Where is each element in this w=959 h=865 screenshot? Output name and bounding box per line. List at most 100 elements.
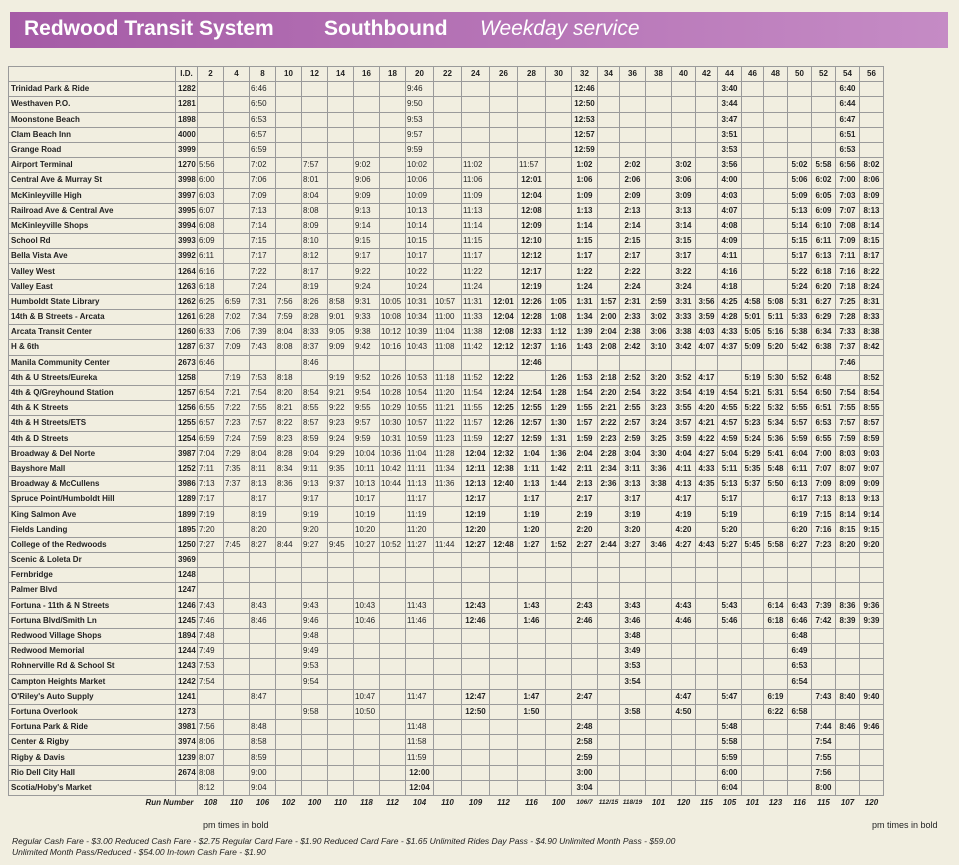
time-cell	[197, 141, 224, 159]
time-cell	[619, 734, 646, 751]
time-cell: 4:25	[717, 293, 742, 311]
time-cell	[645, 582, 672, 599]
time-cell: 11:13	[405, 476, 434, 493]
time-cell: 12:59	[517, 430, 546, 447]
time-cell: 8:39	[835, 612, 860, 629]
time-cell: 6:25	[197, 293, 224, 311]
header-column: 14	[327, 65, 354, 83]
time-cell	[379, 703, 406, 721]
header-column: 44	[717, 65, 742, 83]
time-cell: 8:59	[301, 430, 328, 447]
time-cell	[489, 551, 518, 569]
time-cell: 2:42	[619, 339, 646, 356]
time-cell	[545, 734, 572, 751]
time-cell	[405, 658, 434, 675]
time-cell	[645, 703, 672, 721]
stop-name: Broadway & Del Norte	[8, 445, 176, 462]
time-cell	[763, 354, 788, 371]
stop-name: Bella Vista Ave	[8, 248, 176, 265]
time-cell	[695, 248, 718, 265]
run-number: 110	[334, 798, 347, 808]
time-cell	[671, 551, 696, 569]
time-cell: 12:38	[489, 460, 518, 478]
header-column: 38	[645, 65, 672, 83]
time-cell	[327, 263, 354, 280]
stop-name: 4th & H Streets/ETS	[8, 415, 176, 432]
time-cell: 6:38	[811, 339, 836, 356]
time-cell: 9:57	[405, 126, 434, 143]
time-cell	[249, 643, 276, 660]
time-cell: 5:47	[717, 688, 742, 705]
time-cell	[301, 96, 328, 113]
time-cell: 4:21	[695, 415, 718, 432]
time-cell	[327, 111, 354, 128]
time-cell	[461, 764, 490, 781]
time-cell	[571, 551, 598, 569]
time-cell	[811, 658, 836, 675]
time-cell: 5:20	[763, 339, 788, 356]
stop-row: Clam Beach Inn40006:579:5712:573:516:518…	[8, 126, 884, 143]
time-cell: 2:14	[619, 217, 646, 235]
time-cell	[671, 749, 696, 766]
time-cell: 2:59	[645, 293, 672, 311]
time-cell	[489, 202, 518, 219]
time-cell: 7:07	[811, 460, 836, 478]
time-cell: 1:08	[545, 308, 572, 326]
time-cell: 8:08	[197, 764, 224, 781]
stop-id: 1287	[175, 339, 198, 356]
time-cell: 1:13	[517, 476, 546, 493]
time-cell: 6:54	[197, 384, 224, 402]
time-cell: 11:11	[405, 460, 434, 478]
time-cell	[223, 96, 250, 113]
time-cell	[405, 673, 434, 690]
time-cell: 5:13	[787, 202, 812, 219]
time-cell	[695, 354, 718, 371]
time-cell: 12:47	[461, 688, 490, 705]
time-cell	[597, 187, 620, 204]
time-cell	[545, 96, 572, 113]
time-cell: 8:33	[301, 324, 328, 341]
stop-id: 1898	[175, 111, 198, 128]
time-cell: 9:04	[301, 445, 328, 462]
time-cell: 9:50	[405, 96, 434, 113]
stop-id	[175, 779, 198, 797]
stop-row: Manila Community Center 2673 6:46 8:46 12:46…	[8, 354, 884, 371]
fares-line-2: Unlimited Month Pass/Reduced - $54.00 In…	[12, 847, 266, 857]
time-cell	[379, 126, 406, 143]
time-cell: 2:48	[571, 719, 598, 736]
time-cell: 8:26	[301, 293, 328, 311]
time-cell	[763, 263, 788, 280]
time-cell	[695, 612, 718, 629]
time-cell: 1:22	[571, 263, 598, 280]
time-cell: 10:12	[379, 324, 406, 341]
stop-row: Spruce Point/Humboldt Hill 1289 7:17 8:17 9:…	[8, 491, 884, 508]
time-cell	[327, 506, 354, 523]
stop-name: Redwood Memorial	[8, 643, 176, 660]
system-title: Redwood Transit System	[24, 17, 274, 40]
stop-id: 1254	[175, 430, 198, 447]
time-cell: 10:34	[405, 308, 434, 326]
time-cell	[763, 627, 788, 645]
time-cell	[517, 96, 546, 113]
time-cell: 3:38	[671, 324, 696, 341]
time-cell: 3:00	[571, 764, 598, 781]
time-cell: 6:20	[811, 278, 836, 295]
time-cell: 5:17	[787, 248, 812, 265]
time-cell	[353, 141, 380, 159]
time-cell: 8:57	[859, 415, 884, 432]
time-cell: 7:39	[811, 597, 836, 614]
stop-row: Scenic & Loleta Dr 3969	[8, 551, 884, 569]
time-cell	[695, 96, 718, 113]
time-cell: 8:57	[301, 415, 328, 432]
run-number: 116	[793, 798, 806, 808]
time-cell: 10:04	[353, 445, 380, 462]
time-cell: 5:08	[763, 293, 788, 311]
time-cell: 3:56	[717, 157, 742, 174]
time-cell: 4:13	[671, 476, 696, 493]
time-cell	[763, 551, 788, 569]
time-cell	[327, 734, 354, 751]
time-cell: 2:34	[597, 460, 620, 478]
time-cell	[223, 551, 250, 569]
time-cell: 3:23	[645, 400, 672, 417]
time-cell	[741, 764, 764, 781]
